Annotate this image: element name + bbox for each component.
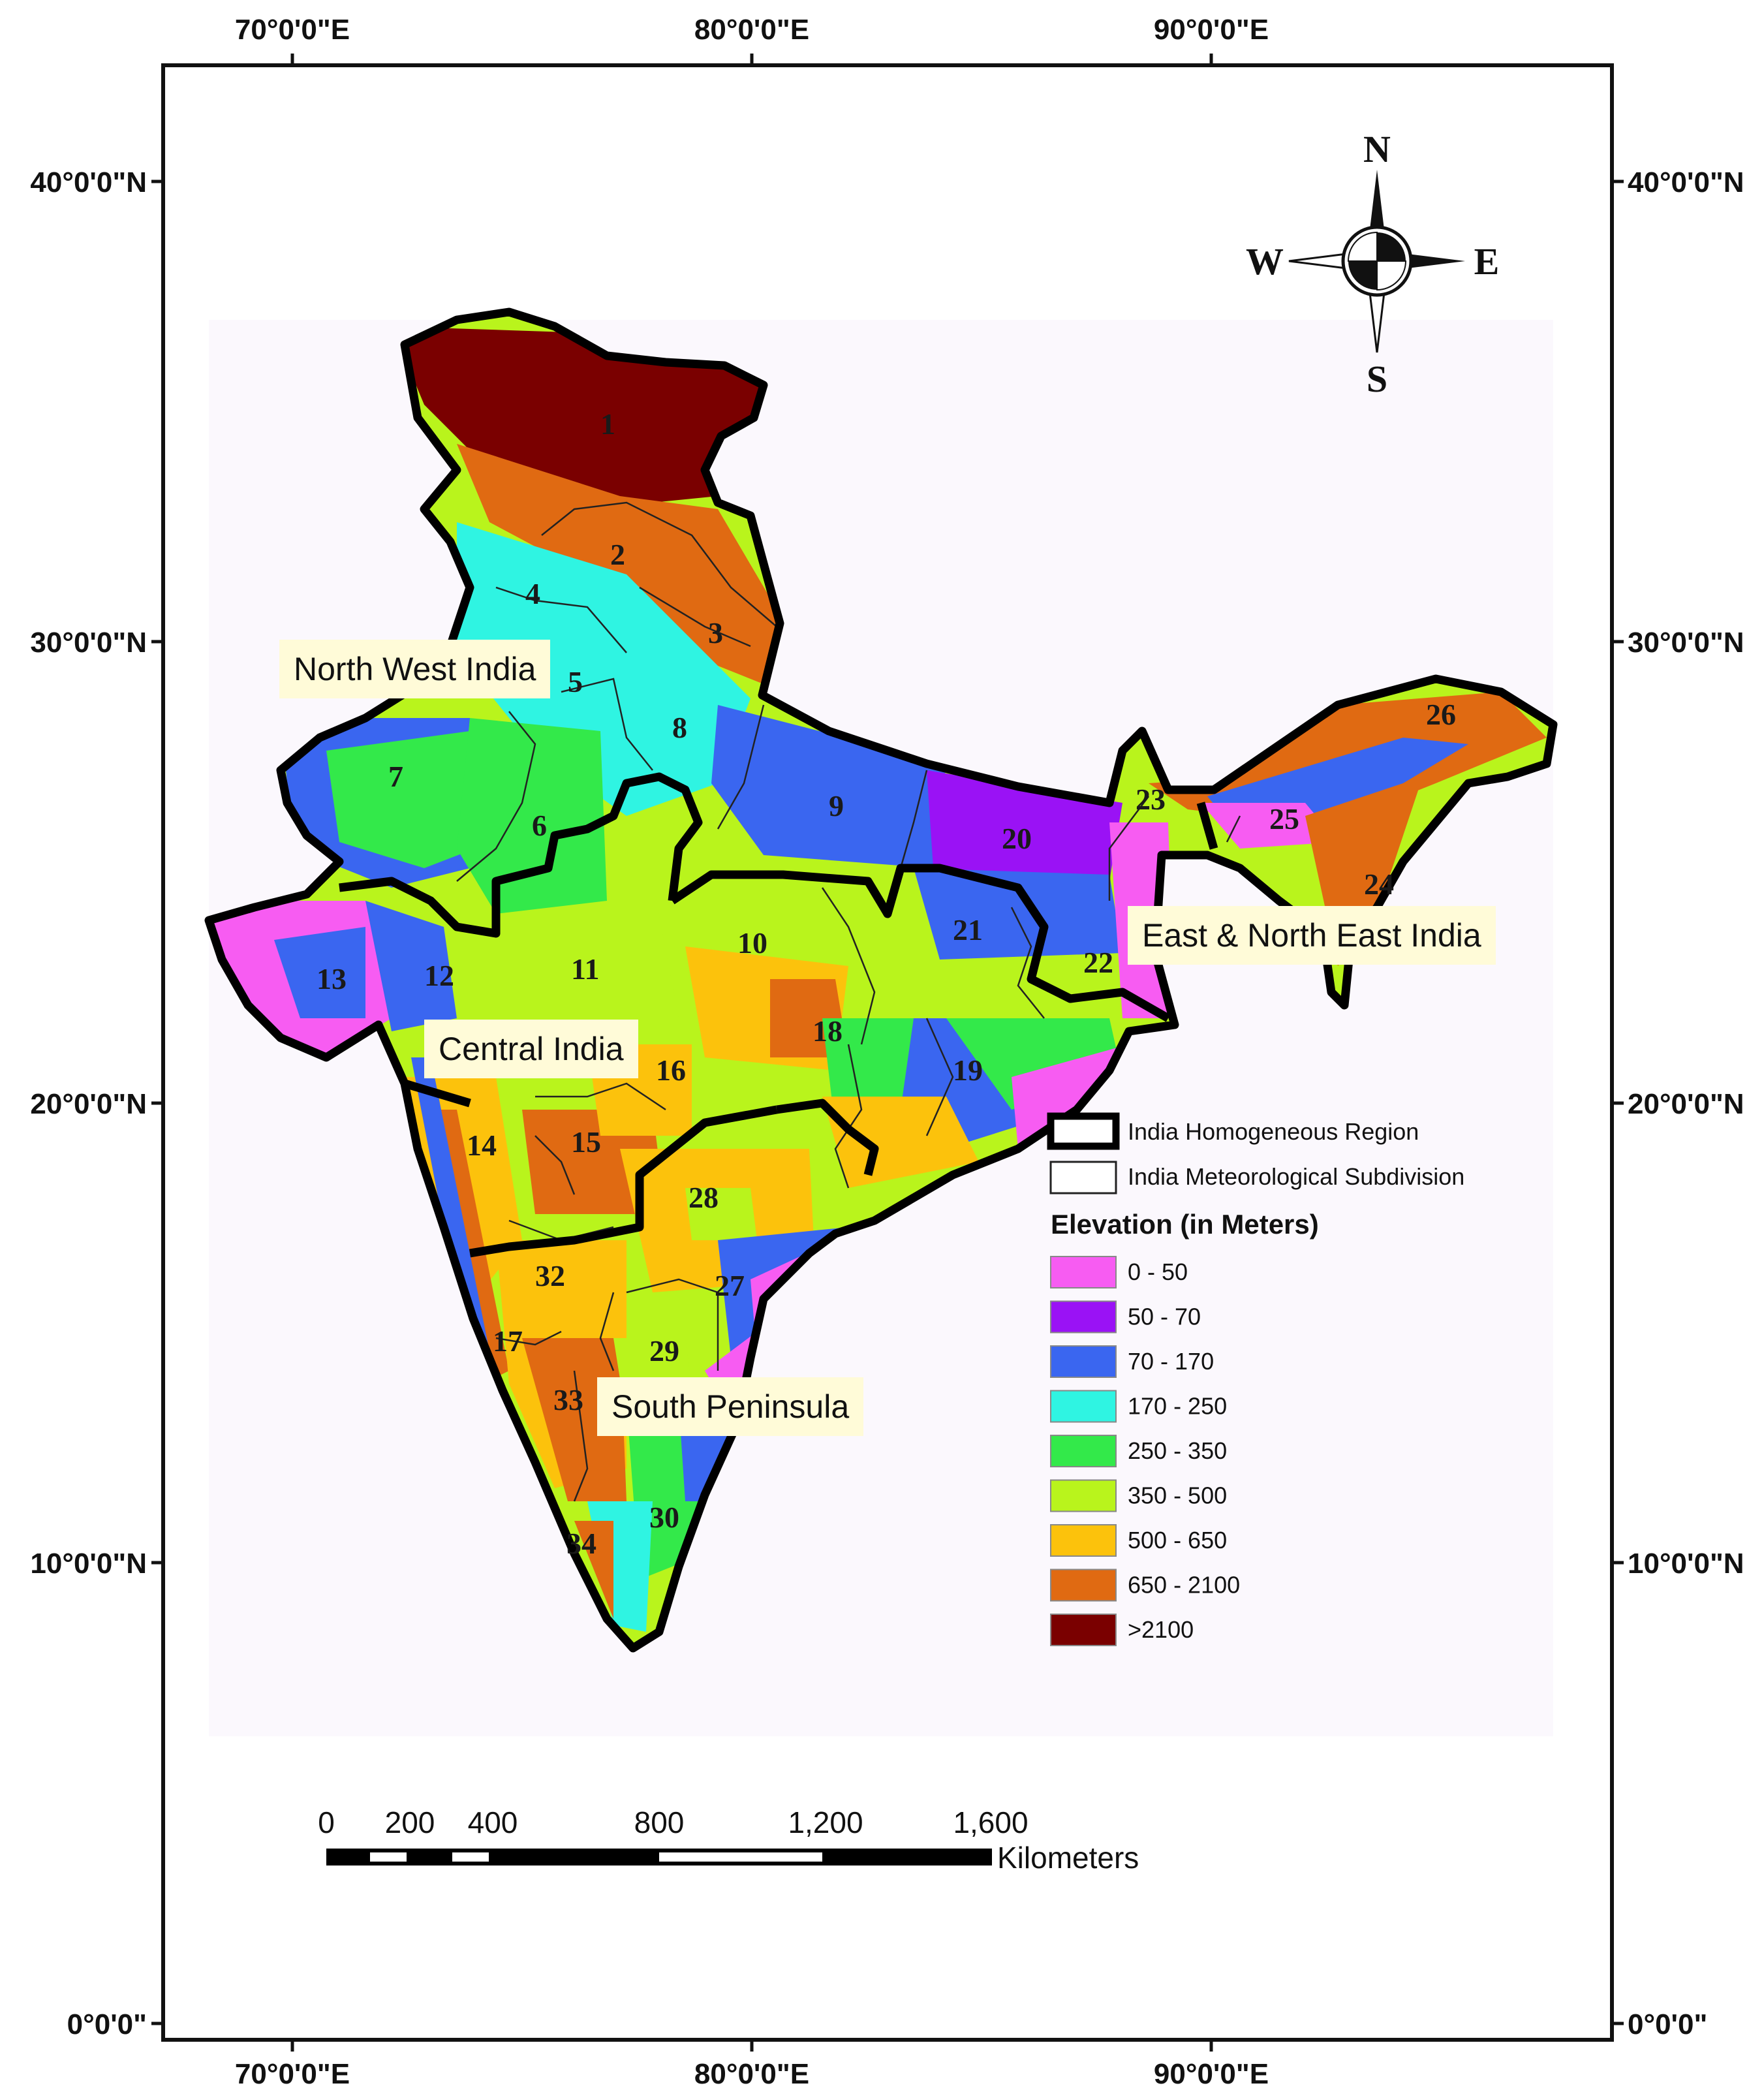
subdivision-label: 12	[424, 959, 454, 992]
legend-elevation-title: Elevation (in Meters)	[1051, 1209, 1319, 1240]
legend-swatch	[1050, 1569, 1117, 1602]
lat-label-left-30: 30°0'0"N	[30, 627, 147, 659]
lat-label-right-40: 40°0'0"N	[1628, 166, 1744, 198]
scale-tick-1600: 1,600	[953, 1805, 1028, 1839]
subdivision-label: 22	[1083, 946, 1113, 979]
legend-homogeneous-swatch	[1047, 1112, 1120, 1150]
scale-tick-800: 800	[634, 1805, 685, 1839]
subdivision-label: 3	[708, 616, 723, 649]
subdivision-label: 15	[571, 1125, 601, 1159]
subdivision-label: 20	[1002, 822, 1032, 855]
subdivision-label: 26	[1426, 698, 1456, 731]
subdivision-label: 34	[566, 1527, 596, 1560]
homogeneous-region-lines	[209, 312, 1553, 1648]
lon-label-top-70: 70°0'0"E	[235, 14, 350, 46]
legend-swatch	[1050, 1435, 1117, 1467]
lat-label-right-20: 20°0'0"N	[1628, 1088, 1744, 1120]
legend-class-label: 650 - 2100	[1128, 1572, 1240, 1599]
subdivision-label: 2	[610, 538, 625, 571]
region-label-south-peninsula: South Peninsula	[597, 1377, 864, 1436]
legend-class-label: 500 - 650	[1128, 1527, 1227, 1553]
lat-label-right-0: 0°0'0"	[1628, 2008, 1707, 2040]
region-label-north-west: North West India	[279, 640, 551, 698]
subdivision-label: 5	[568, 665, 583, 698]
subdivision-label: 27	[715, 1269, 745, 1302]
subdivision-label: 13	[317, 962, 347, 995]
lat-label-right-30: 30°0'0"N	[1628, 627, 1744, 659]
subdivision-label: 32	[535, 1259, 565, 1292]
lat-label-right-10: 10°0'0"N	[1628, 1548, 1744, 1580]
legend-elevation-classes: 0 - 50 50 - 70 70 - 170 170 - 250 250 - 350 3…	[1050, 1256, 1240, 1646]
legend-swatch	[1050, 1300, 1117, 1334]
scale-tick-0: 0	[318, 1805, 335, 1839]
compass-south: S	[1367, 358, 1387, 400]
legend-class-label: 50 - 70	[1128, 1304, 1201, 1330]
subdivision-label: 24	[1364, 867, 1394, 901]
legend-homogeneous-label: India Homogeneous Region	[1128, 1118, 1419, 1145]
legend-subdivision-swatch	[1049, 1161, 1117, 1194]
legend-class-label: 350 - 500	[1128, 1482, 1227, 1509]
subdivision-label: 8	[672, 711, 687, 744]
lat-label-left-0: 0°0'0"	[67, 2008, 147, 2040]
subdivision-label: 9	[829, 789, 844, 822]
meteorological-subdivision-lines	[456, 501, 1241, 1502]
subdivision-label: 1	[600, 407, 615, 441]
legend-swatch	[1050, 1524, 1117, 1557]
scale-unit: Kilometers	[997, 1841, 1139, 1875]
lat-label-left-10: 10°0'0"N	[30, 1548, 147, 1580]
scale-bar: 0 200 400 800 1,200 1,600 Kilometers	[318, 1805, 1139, 1875]
region-label-east-north-east: East & North East India	[1128, 906, 1496, 965]
subdivision-label: 4	[525, 577, 540, 610]
axis-ticks	[151, 54, 1624, 2052]
legend-class-label: >2100	[1128, 1616, 1194, 1643]
subdivision-numbers: 1 2 3 4 5 6 7 8 9 10 11 12 13 14 15 16 1…	[317, 407, 1456, 1560]
compass-east: E	[1474, 240, 1500, 283]
subdivision-label: 30	[649, 1501, 679, 1534]
legend-class-label: 250 - 350	[1128, 1437, 1227, 1464]
legend-swatch	[1050, 1390, 1117, 1423]
compass-north: N	[1363, 128, 1391, 170]
scale-tick-1200: 1,200	[788, 1805, 863, 1839]
subdivision-label: 19	[953, 1054, 983, 1087]
lat-label-left-20: 20°0'0"N	[30, 1088, 147, 1120]
legend-swatch	[1050, 1345, 1117, 1378]
legend-swatch	[1050, 1614, 1117, 1646]
subdivision-label: 14	[467, 1129, 497, 1162]
legend-class-label: 70 - 170	[1128, 1348, 1214, 1375]
subdivision-label: 28	[689, 1181, 719, 1214]
lon-label-bottom-70: 70°0'0"E	[235, 2058, 350, 2090]
scale-tick-200: 200	[385, 1805, 435, 1839]
subdivision-label: 23	[1136, 783, 1166, 816]
subdivision-label: 29	[649, 1334, 679, 1367]
legend: India Homogeneous Region India Meteorolo…	[1047, 1112, 1464, 1646]
subdivision-label: 21	[953, 913, 983, 946]
subdivision-label: 16	[656, 1054, 686, 1087]
subdivision-label: 33	[553, 1383, 583, 1416]
subdivision-label: 10	[737, 926, 767, 960]
subdivision-label: 17	[493, 1324, 523, 1358]
legend-swatch	[1050, 1479, 1117, 1512]
compass-rose: N S E W	[1246, 128, 1499, 400]
subdivision-label: 25	[1269, 802, 1299, 835]
legend-swatch	[1050, 1256, 1117, 1288]
legend-class-label: 0 - 50	[1128, 1258, 1188, 1285]
subdivision-label: 6	[532, 809, 547, 842]
subdivision-label: 7	[388, 760, 403, 793]
subdivision-label: 11	[571, 952, 599, 986]
lon-label-top-90: 90°0'0"E	[1154, 14, 1269, 46]
lon-label-bottom-90: 90°0'0"E	[1154, 2058, 1269, 2090]
legend-subdivision-label: India Meteorological Subdivision	[1128, 1163, 1464, 1190]
lon-label-bottom-80: 80°0'0"E	[694, 2058, 809, 2090]
subdivision-label: 18	[812, 1014, 843, 1048]
lon-label-top-80: 80°0'0"E	[694, 14, 809, 46]
region-label-central: Central India	[424, 1020, 638, 1078]
lat-label-left-40: 40°0'0"N	[30, 166, 147, 198]
legend-class-label: 170 - 250	[1128, 1393, 1227, 1420]
compass-west: W	[1246, 240, 1284, 283]
scale-tick-400: 400	[468, 1805, 518, 1839]
